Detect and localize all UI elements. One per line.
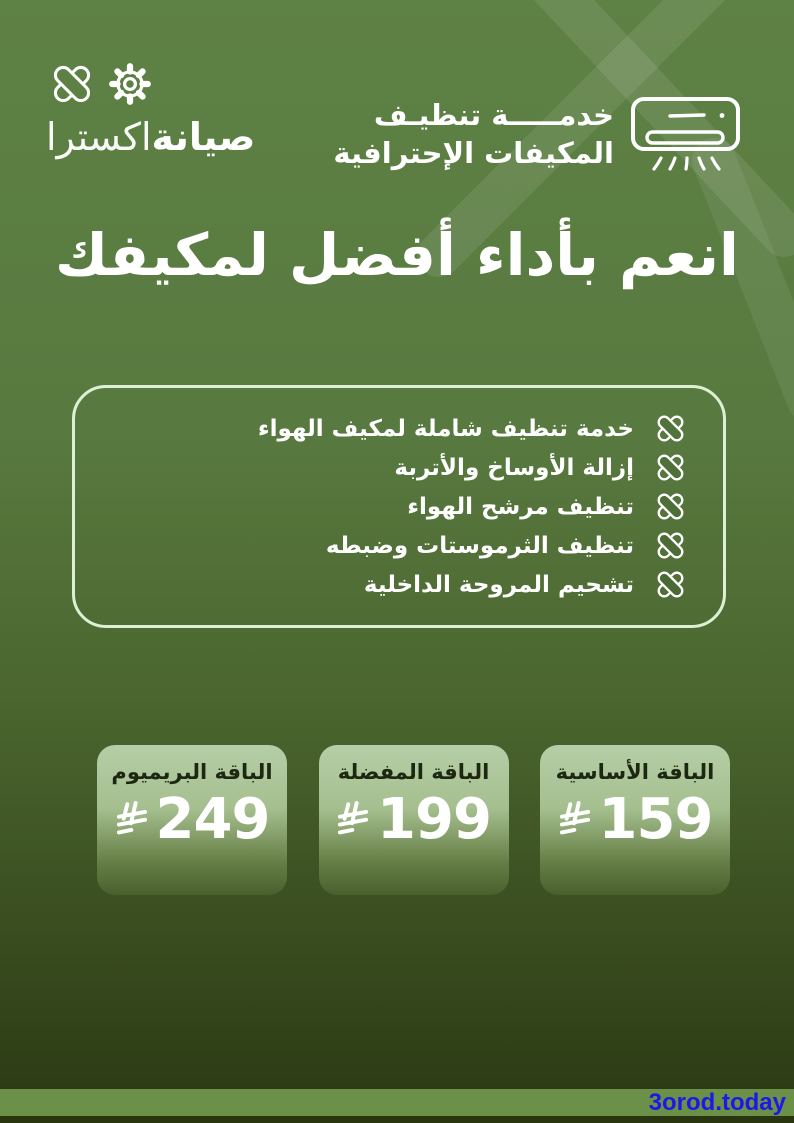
x-bullet-icon xyxy=(657,571,684,598)
package-price-value: 249 xyxy=(155,787,271,852)
decorative-x-pattern xyxy=(417,0,794,416)
x-mark-icon xyxy=(53,65,91,103)
package-card-basic: الباقة الأساسية 159 xyxy=(540,745,730,895)
feature-label: إزالة الأوساخ والأتربة xyxy=(394,454,634,481)
page-title: انعم بأداء أفضل لمكيفك xyxy=(55,221,739,289)
saudi-riyal-icon xyxy=(559,801,590,835)
saudi-riyal-icon xyxy=(338,801,369,835)
service-header: خدمـــــة تنظيـف المكيفات الإحترافية xyxy=(333,92,742,176)
package-title: الباقة البريميوم xyxy=(111,760,273,784)
package-card-premium: الباقة البريميوم 249 xyxy=(97,745,287,895)
x-bullet-icon xyxy=(657,532,684,559)
package-price: 159 xyxy=(558,792,713,848)
feature-label: خدمة تنظيف شاملة لمكيف الهواء xyxy=(257,415,634,442)
brand-name: صيانةاكسترا xyxy=(46,118,255,156)
service-title-line2: المكيفات الإحترافية xyxy=(333,136,614,170)
feature-item: إزالة الأوساخ والأتربة xyxy=(109,449,689,486)
package-price: 249 xyxy=(115,792,270,848)
brand-name-light: اكسترا xyxy=(46,115,152,159)
feature-label: تشحيم المروحة الداخلية xyxy=(363,571,634,598)
x-bullet-icon xyxy=(657,454,684,481)
feature-item: تنظيف الثرموستات وضبطه xyxy=(109,527,689,564)
feature-item: تشحيم المروحة الداخلية xyxy=(109,566,689,603)
air-conditioner-icon xyxy=(631,97,740,171)
features-box: خدمة تنظيف شاملة لمكيف الهواء إزالة الأو… xyxy=(72,385,726,628)
feature-item: خدمة تنظيف شاملة لمكيف الهواء xyxy=(109,410,689,447)
pricing-row: الباقة الأساسية 159 الباقة المفضلة xyxy=(97,745,730,895)
package-price-value: 159 xyxy=(598,787,714,852)
service-title-line1: خدمـــــة تنظيـف xyxy=(373,97,614,132)
package-price: 199 xyxy=(336,787,492,852)
package-title: الباقة المفضلة xyxy=(337,760,490,784)
brand-logo: صيانةاكسترا xyxy=(46,58,255,156)
gear-icon xyxy=(109,63,151,105)
x-bullet-icon xyxy=(657,493,684,520)
bottom-strip: 3orod.today xyxy=(0,1089,794,1116)
service-title: خدمـــــة تنظيـف المكيفات الإحترافية xyxy=(333,96,614,173)
feature-label: تنظيف مرشح الهواء xyxy=(407,493,634,520)
site-watermark: 3orod.today xyxy=(648,1088,786,1116)
x-bullet-icon xyxy=(657,415,684,442)
saudi-riyal-icon xyxy=(116,801,147,835)
brand-logo-icons xyxy=(46,58,255,110)
package-title: الباقة الأساسية xyxy=(555,760,715,784)
package-price-value: 199 xyxy=(377,787,492,852)
feature-label: تنظيف الثرموستات وضبطه xyxy=(325,532,634,559)
feature-item: تنظيف مرشح الهواء xyxy=(109,488,689,525)
package-card-preferred: الباقة المفضلة 199 xyxy=(318,745,509,895)
brand-name-bold: صيانة xyxy=(151,115,256,159)
